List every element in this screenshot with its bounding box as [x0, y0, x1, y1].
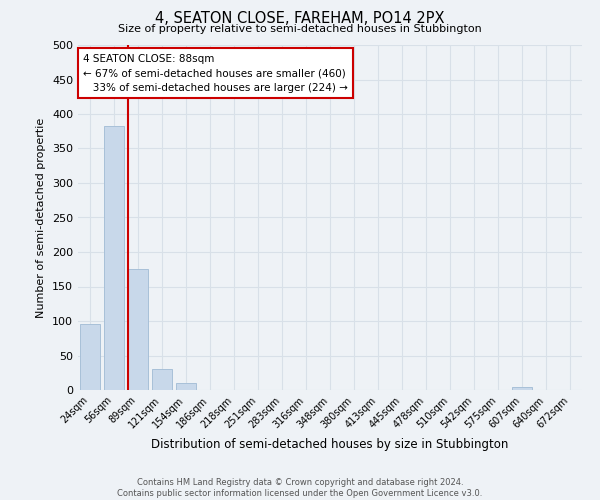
Text: 4 SEATON CLOSE: 88sqm
← 67% of semi-detached houses are smaller (460)
   33% of : 4 SEATON CLOSE: 88sqm ← 67% of semi-deta… — [83, 54, 348, 93]
Bar — [512, 386, 532, 390]
Bar — [128, 269, 148, 390]
Bar — [104, 126, 124, 390]
Y-axis label: Number of semi-detached propertie: Number of semi-detached propertie — [37, 118, 46, 318]
Bar — [176, 383, 196, 390]
Bar — [152, 370, 172, 390]
X-axis label: Distribution of semi-detached houses by size in Stubbington: Distribution of semi-detached houses by … — [151, 438, 509, 451]
Text: 4, SEATON CLOSE, FAREHAM, PO14 2PX: 4, SEATON CLOSE, FAREHAM, PO14 2PX — [155, 11, 445, 26]
Bar — [80, 324, 100, 390]
Text: Size of property relative to semi-detached houses in Stubbington: Size of property relative to semi-detach… — [118, 24, 482, 34]
Text: Contains HM Land Registry data © Crown copyright and database right 2024.
Contai: Contains HM Land Registry data © Crown c… — [118, 478, 482, 498]
